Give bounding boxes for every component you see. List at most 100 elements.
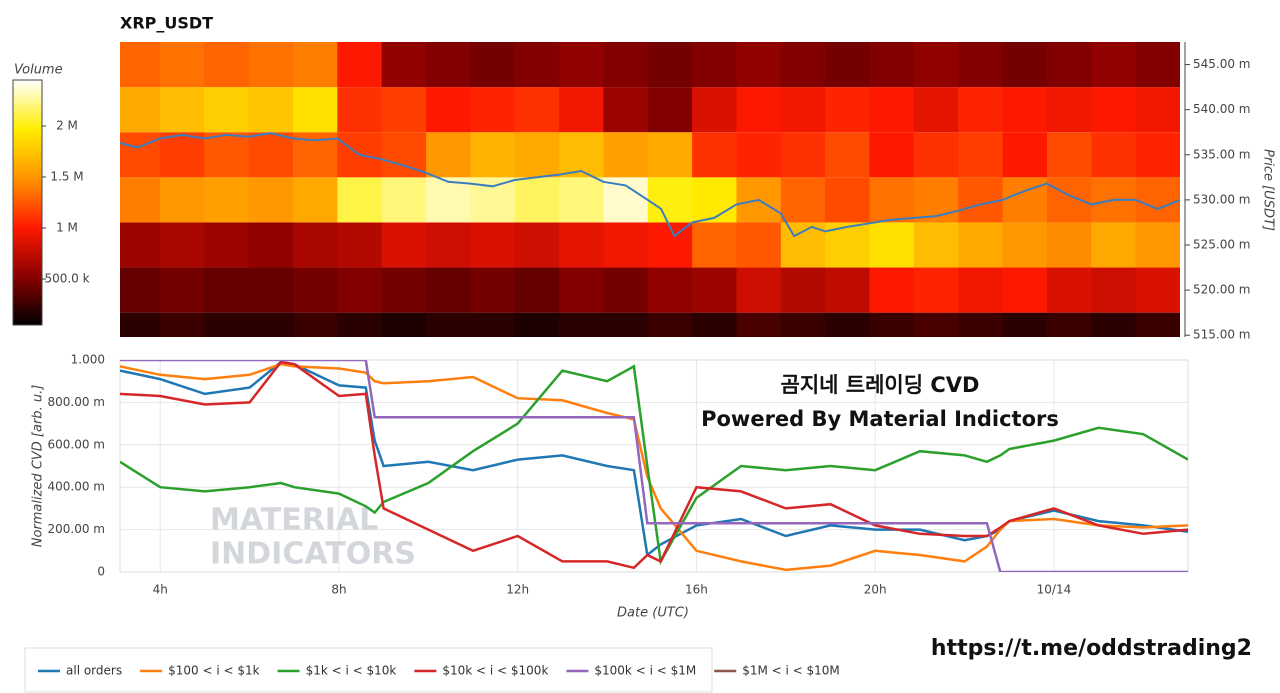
heatmap-cell [1046,132,1092,178]
heatmap-cell [1135,222,1180,268]
heatmap-cell [248,177,294,223]
heatmap-cell [603,42,649,88]
heatmap-cell [692,222,737,268]
heatmap-cell [248,312,294,337]
legend-label: $100 < i < $1k [168,664,260,678]
x-tick-label: 4h [153,583,168,597]
heatmap-cell [1002,222,1048,268]
heatmap-cell [647,312,693,337]
heatmap-cell [825,177,871,223]
heatmap-cell [1046,267,1092,313]
heatmap-cell [292,267,338,313]
heatmap-cell [1135,312,1180,337]
heatmap-cell [248,132,294,178]
heatmap-cell [514,222,560,268]
heatmap-cell [869,177,915,223]
heatmap-cell [337,222,383,268]
heatmap-cell [692,177,737,223]
heatmap-cell [559,177,604,223]
heatmap-cell [692,267,737,313]
cvd-line [120,364,1188,566]
heatmap-cell [337,87,383,133]
heatmap-cell [204,267,250,313]
plot-frame [119,359,1189,573]
legend-box [24,647,713,693]
chart-title: XRP_USDT [120,14,213,33]
y-tick-label: 540.00 m [1193,102,1251,116]
heatmap-cell [470,42,516,88]
heatmap-cell [647,87,693,133]
heatmap-cell [559,132,604,178]
heatmap-cell [248,222,294,268]
y-tick-label: 535.00 m [1193,147,1251,161]
heatmap-cell [958,267,1004,313]
heatmap-cell [1046,87,1092,133]
heatmap-cell [692,42,737,88]
heatmap-cell [159,222,205,268]
heatmap-cell [1135,132,1180,178]
heatmap-cell [120,312,161,337]
heatmap-cell [958,312,1004,337]
heatmap-cell [470,312,516,337]
legend-label: $10k < i < $100k [442,664,548,678]
heatmap-cell [559,42,604,88]
heatmap-cell [1091,312,1137,337]
heatmap-cell [159,42,205,88]
legend-label: $1M < i < $10M [742,664,840,678]
heatmap-cell [1046,222,1092,268]
heatmap-cell [913,267,959,313]
heatmap-cell [647,222,693,268]
heatmap-cell [514,267,560,313]
heatmap-cell [647,267,693,313]
heatmap-cell [1002,132,1048,178]
heatmap-cell [825,87,871,133]
heatmap-cell [692,312,737,337]
y-axis-label: Price [USDT] [1261,149,1276,231]
heatmap-cell [1046,42,1092,88]
heatmap-cell [426,87,471,133]
legend-label: $1k < i < $10k [306,664,397,678]
y-tick-label: 525.00 m [1193,237,1251,251]
heatmap-cell [958,87,1004,133]
cvd-line [120,362,1188,572]
heatmap-cell [647,42,693,88]
heatmap-cell [159,177,205,223]
watermark: INDICATORS [210,537,416,572]
heatmap-cell [426,312,471,337]
heatmap-cell [470,132,516,178]
legend-label: all orders [66,664,122,678]
heatmap-cell [913,177,959,223]
heatmap-cell [603,267,649,313]
heatmap-cell [120,222,161,268]
y-tick-label: 1.000 [71,353,105,367]
heatmap-cell [381,87,427,133]
y-tick-label: 800.00 m [48,395,106,409]
heatmap-cell [120,267,161,313]
annotation: 곰지네 트레이딩 CVD [781,373,980,397]
y-tick-label: 545.00 m [1193,57,1251,71]
heatmap-cell [337,267,383,313]
heatmap-cell [292,312,338,337]
heatmap-cell [559,222,604,268]
heatmap-cell [248,267,294,313]
heatmap-cell [869,267,915,313]
heatmap-cell [736,42,782,88]
heatmap-cell [913,87,959,133]
heatmap-cell [780,312,826,337]
y-tick-label: 520.00 m [1193,283,1251,297]
heatmap-cell [780,177,826,223]
x-tick-label: 10/14 [1037,583,1072,597]
heatmap-cell [204,87,250,133]
heatmap-cell [204,312,250,337]
y-tick-label: 400.00 m [48,480,106,494]
heatmap [120,42,1180,337]
heatmap-cell [426,177,471,223]
heatmap-cell [1046,177,1092,223]
heatmap-cell [736,222,782,268]
heatmap-cell [1002,267,1048,313]
heatmap-cell [204,132,250,178]
colorbar-tick-label: 1 M [56,221,78,235]
y-tick-label: 0 [97,565,105,579]
heatmap-cell [159,312,205,337]
